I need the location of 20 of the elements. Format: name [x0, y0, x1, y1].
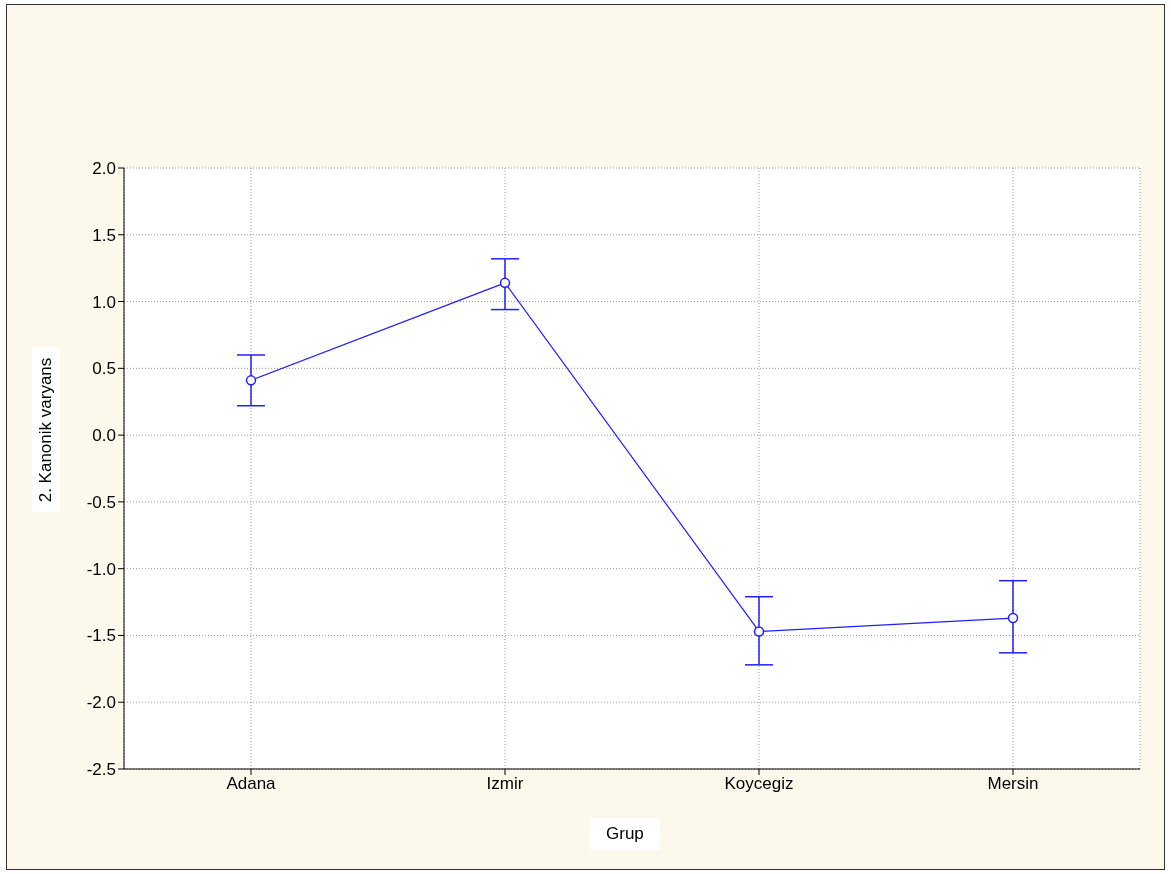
x-tick-label: Koycegiz	[724, 774, 794, 794]
point	[245, 375, 257, 386]
x-tick-label: Adana	[226, 774, 277, 794]
y-tick-label: -0.5	[86, 492, 116, 512]
y-tick-label: 1.0	[92, 292, 116, 312]
point	[499, 277, 511, 289]
point	[1007, 612, 1019, 624]
y-tick-label: -2.0	[86, 693, 116, 713]
x-axis-title: Grup	[590, 818, 660, 850]
x-tick-label: Izmir	[486, 774, 524, 794]
y-tick-label: -1.0	[86, 559, 116, 579]
y-tick-label: 0.0	[92, 426, 116, 446]
point	[753, 626, 765, 637]
y-tick-label: 0.5	[92, 359, 116, 379]
y-axis-title: 2. Kanonik varyans	[32, 347, 60, 513]
y-tick-label: -2.5	[86, 760, 116, 780]
x-tick-label: Mersin	[987, 774, 1039, 794]
y-tick-label: 1.5	[92, 225, 116, 245]
y-tick-label: 2.0	[92, 159, 116, 179]
y-tick-label: -1.5	[86, 626, 116, 646]
